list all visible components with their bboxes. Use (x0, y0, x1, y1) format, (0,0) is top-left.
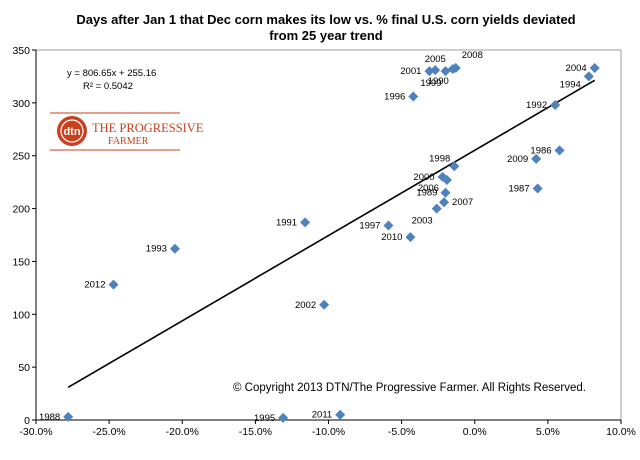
data-point-label: 1999 (420, 78, 441, 89)
chart-title-line1: Days after Jan 1 that Dec corn makes its… (76, 12, 575, 27)
trendline-group (67, 79, 596, 389)
y-tick-label: 100 (12, 309, 30, 321)
data-point-label: 1996 (384, 92, 405, 103)
data-point-1994 (583, 71, 594, 82)
data-point-label: 2008 (462, 50, 483, 61)
data-point-label: 1990 (428, 76, 449, 87)
data-point-2006 (441, 175, 452, 186)
data-point-2012 (108, 279, 119, 290)
data-point-label: 1997 (359, 220, 380, 231)
data-point-1996 (408, 91, 419, 102)
data-point-1997 (383, 220, 394, 231)
data-point-label: 2004 (566, 63, 587, 74)
x-tick-label: -15.0% (239, 426, 272, 438)
data-point-1989 (440, 187, 451, 198)
data-point-label: 1993 (146, 244, 167, 255)
logo-line2: FARMER (108, 136, 149, 147)
x-tick-label: -20.0% (166, 426, 199, 438)
x-tick-label: -5.0% (388, 426, 415, 438)
data-point-1993 (169, 243, 180, 254)
y-tick-label: 150 (12, 256, 30, 268)
logo-badge-text: dtn (63, 126, 80, 138)
data-point-label: 1988 (39, 412, 60, 423)
data-point-1991 (300, 217, 311, 228)
data-point-label: 2006 (418, 183, 439, 194)
trendline-r-squared: R² = 0.5042 (83, 81, 133, 92)
data-point-label: 2010 (381, 232, 402, 243)
y-tick-label: 0 (24, 415, 30, 427)
logo-line1: THE PROGRESSIVE (92, 121, 204, 135)
data-point-label: 2003 (412, 216, 433, 227)
data-point-2004 (589, 62, 600, 73)
data-point-label: 1986 (530, 145, 551, 156)
data-point-2010 (405, 232, 416, 243)
data-point-label: 2012 (84, 280, 105, 291)
data-point-label: 2000 (413, 172, 434, 183)
regression-equation-box: y = 806.65x + 255.16 R² = 0.5042 (67, 68, 156, 92)
chart-title-line2: from 25 year trend (269, 28, 382, 43)
data-point-1998 (449, 161, 460, 172)
y-tick-label: 50 (18, 362, 30, 374)
data-point-label: 2001 (400, 66, 421, 77)
data-point-2009 (531, 153, 542, 164)
data-point-2011 (335, 409, 346, 420)
x-tick-label: 10.0% (606, 426, 636, 438)
trendline-equation: y = 806.65x + 255.16 (67, 68, 156, 79)
y-tick-label: 350 (12, 45, 30, 57)
data-point-1988 (63, 411, 74, 422)
data-point-label: 1994 (560, 79, 581, 90)
axes: 0 50 100 150 200 250 300 350 -30.0% -25.0% -20.0% -… (12, 45, 635, 438)
data-point-2008 (450, 62, 461, 73)
x-tick-label: -25.0% (92, 426, 125, 438)
data-point-label: 2009 (507, 154, 528, 165)
data-point-2003 (431, 203, 442, 214)
data-point-label: 1987 (508, 183, 529, 194)
data-point-2002 (319, 299, 330, 310)
data-point-2005 (430, 65, 441, 76)
x-tick-label: -10.0% (312, 426, 345, 438)
x-tick-label: 0.0% (463, 426, 487, 438)
data-point-1987 (532, 183, 543, 194)
copyright-notice: © Copyright 2013 DTN/The Progressive Far… (233, 382, 586, 394)
data-point-label: 1992 (526, 100, 547, 111)
y-tick-label: 250 (12, 151, 30, 163)
data-point-1995 (278, 412, 289, 423)
data-point-label: 1998 (429, 153, 450, 164)
y-tick-label: 200 (12, 204, 30, 216)
data-point-label: 1991 (276, 217, 297, 228)
dtn-progressive-farmer-logo: dtn THE PROGRESSIVE FARMER (50, 112, 204, 151)
data-point-2007 (439, 197, 450, 208)
data-point-label: 1989 (416, 188, 437, 199)
data-point-label: 2002 (295, 300, 316, 311)
x-tick-label: -30.0% (19, 426, 52, 438)
data-point-label: 2005 (425, 54, 446, 65)
data-point-1986 (554, 145, 565, 156)
data-point-label: 2011 (312, 410, 332, 421)
trendline (67, 79, 596, 389)
y-tick-label: 300 (12, 98, 30, 110)
data-point-label: 2007 (452, 197, 473, 208)
data-point-1999 (440, 66, 451, 77)
data-point-label: 1995 (254, 413, 275, 424)
x-tick-label: 5.0% (536, 426, 560, 438)
data-point-1992 (550, 99, 561, 110)
